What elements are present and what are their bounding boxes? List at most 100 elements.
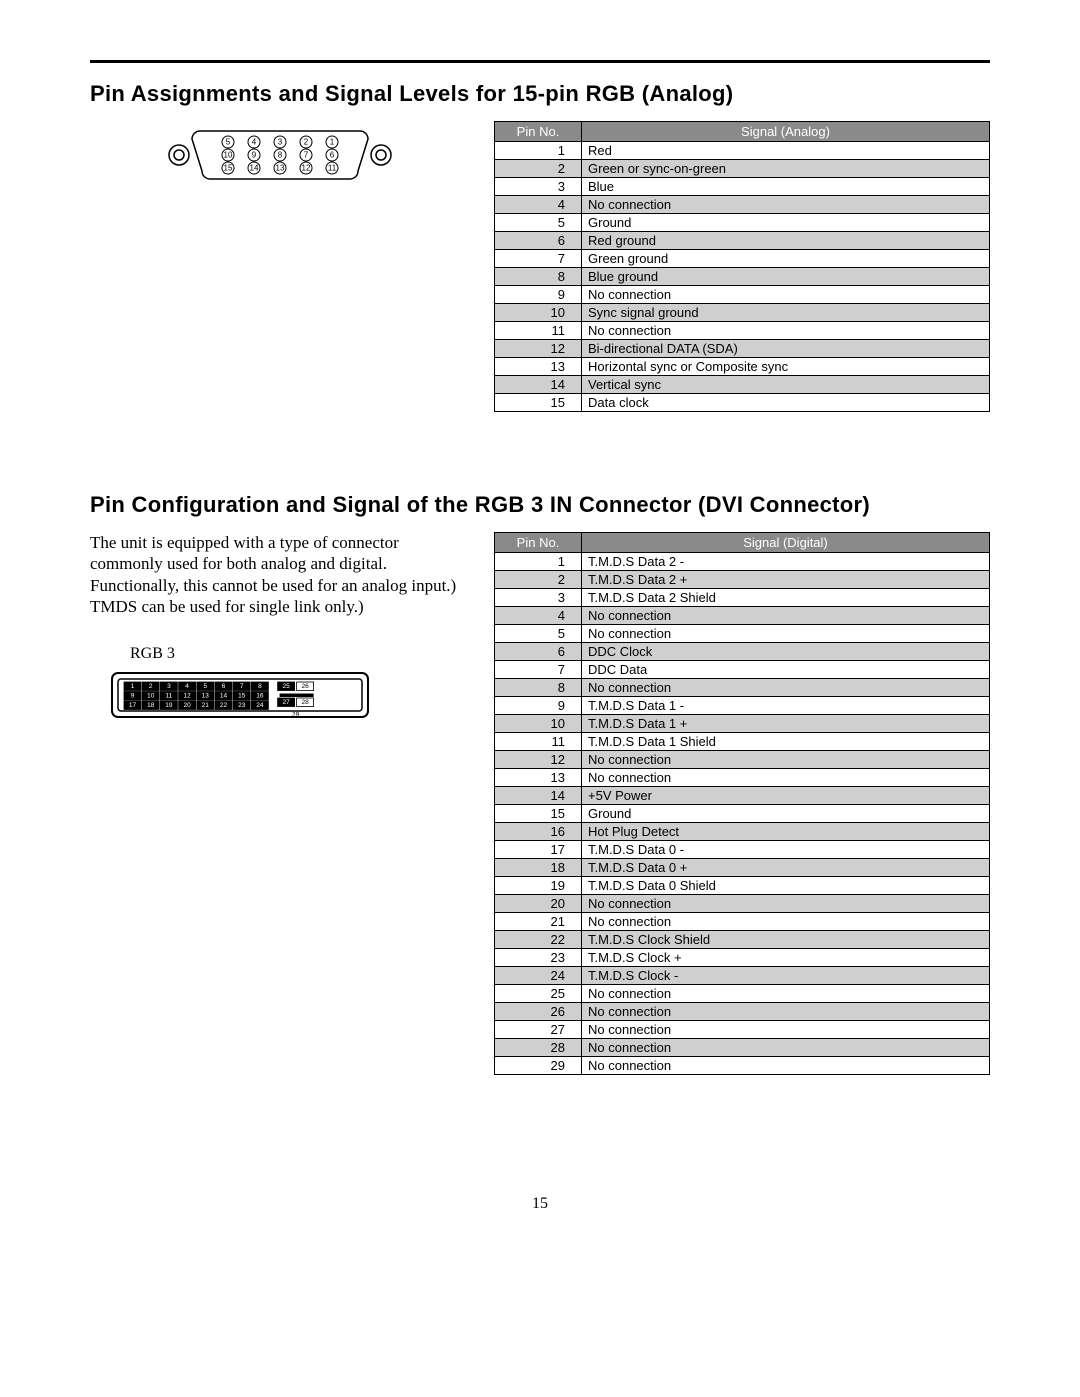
table-row: 14+5V Power (495, 787, 990, 805)
pin-number-cell: 18 (495, 859, 582, 877)
section1-diagram-col: 543211098761514131211 (90, 121, 470, 185)
signal-cell: T.M.D.S Data 1 Shield (582, 733, 990, 751)
pin-number-cell: 11 (495, 322, 582, 340)
pin-number-cell: 2 (495, 160, 582, 178)
table-row: 2Green or sync-on-green (495, 160, 990, 178)
table-row: 15Data clock (495, 394, 990, 412)
svg-text:4: 4 (185, 683, 189, 690)
signal-cell: T.M.D.S Data 2 - (582, 553, 990, 571)
svg-text:1: 1 (330, 138, 335, 147)
section1-table-col: Pin No. Signal (Analog) 1Red2Green or sy… (494, 121, 990, 412)
table-row: 20No connection (495, 895, 990, 913)
table-row: 5Ground (495, 214, 990, 232)
pin-number-cell: 15 (495, 394, 582, 412)
signal-cell: No connection (582, 751, 990, 769)
svg-text:1: 1 (131, 683, 135, 690)
pin-number-cell: 14 (495, 787, 582, 805)
signal-cell: Green or sync-on-green (582, 160, 990, 178)
svg-text:22: 22 (220, 702, 228, 709)
table-row: 10Sync signal ground (495, 304, 990, 322)
digital-pin-table: Pin No. Signal (Digital) 1T.M.D.S Data 2… (494, 532, 990, 1075)
signal-cell: T.M.D.S Data 0 Shield (582, 877, 990, 895)
signal-cell: Sync signal ground (582, 304, 990, 322)
signal-cell: Vertical sync (582, 376, 990, 394)
pin-number-cell: 13 (495, 358, 582, 376)
signal-cell: No connection (582, 1039, 990, 1057)
table-row: 8No connection (495, 679, 990, 697)
table-row: 21No connection (495, 913, 990, 931)
table-row: 16Hot Plug Detect (495, 823, 990, 841)
pin-number-cell: 22 (495, 931, 582, 949)
pin-number-cell: 4 (495, 196, 582, 214)
table-row: 24T.M.D.S Clock - (495, 967, 990, 985)
signal-cell: Blue (582, 178, 990, 196)
signal-cell: No connection (582, 985, 990, 1003)
signal-cell: Green ground (582, 250, 990, 268)
svg-text:29: 29 (292, 712, 300, 719)
svg-text:11: 11 (328, 164, 337, 173)
signal-cell: T.M.D.S Data 0 + (582, 859, 990, 877)
svg-text:10: 10 (224, 151, 233, 160)
signal-cell: Bi-directional DATA (SDA) (582, 340, 990, 358)
signal-cell: T.M.D.S Data 0 - (582, 841, 990, 859)
pin-number-cell: 9 (495, 286, 582, 304)
pin-number-cell: 17 (495, 841, 582, 859)
pin-number-cell: 3 (495, 178, 582, 196)
pin-number-cell: 23 (495, 949, 582, 967)
svg-text:18: 18 (147, 702, 155, 709)
table-row: 4No connection (495, 607, 990, 625)
signal-cell: No connection (582, 286, 990, 304)
signal-cell: No connection (582, 913, 990, 931)
svg-text:10: 10 (147, 693, 155, 700)
svg-text:15: 15 (224, 164, 233, 173)
signal-cell: Red (582, 142, 990, 160)
svg-text:24: 24 (256, 702, 264, 709)
signal-cell: No connection (582, 1057, 990, 1075)
signal-cell: Hot Plug Detect (582, 823, 990, 841)
table-row: 1T.M.D.S Data 2 - (495, 553, 990, 571)
signal-cell: No connection (582, 625, 990, 643)
table-header-pin: Pin No. (495, 533, 582, 553)
pin-number-cell: 4 (495, 607, 582, 625)
svg-text:21: 21 (202, 702, 210, 709)
svg-text:13: 13 (276, 164, 285, 173)
table-header-signal: Signal (Digital) (582, 533, 990, 553)
svg-text:28: 28 (301, 699, 309, 706)
dvi-diagram-label: RGB 3 (130, 645, 470, 663)
section2: The unit is equipped with a type of conn… (90, 532, 990, 1075)
section2-paragraphs: The unit is equipped with a type of conn… (90, 532, 470, 617)
table-header-pin: Pin No. (495, 122, 582, 142)
svg-text:23: 23 (238, 702, 246, 709)
signal-cell: No connection (582, 322, 990, 340)
signal-cell: Ground (582, 214, 990, 232)
table-row: 14Vertical sync (495, 376, 990, 394)
signal-cell: No connection (582, 1021, 990, 1039)
pin-number-cell: 6 (495, 643, 582, 661)
svg-text:12: 12 (302, 164, 311, 173)
table-row: 2T.M.D.S Data 2 + (495, 571, 990, 589)
pin-number-cell: 9 (495, 697, 582, 715)
pin-number-cell: 1 (495, 142, 582, 160)
svg-text:7: 7 (240, 683, 244, 690)
svg-text:20: 20 (183, 702, 191, 709)
table-row: 22T.M.D.S Clock Shield (495, 931, 990, 949)
table-row: 28No connection (495, 1039, 990, 1057)
signal-cell: Data clock (582, 394, 990, 412)
pin-number-cell: 2 (495, 571, 582, 589)
table-row: 12No connection (495, 751, 990, 769)
svg-text:8: 8 (278, 151, 283, 160)
svg-text:17: 17 (129, 702, 137, 709)
pin-number-cell: 24 (495, 967, 582, 985)
table-row: 7Green ground (495, 250, 990, 268)
table-row: 12Bi-directional DATA (SDA) (495, 340, 990, 358)
svg-text:6: 6 (222, 683, 226, 690)
signal-cell: T.M.D.S Data 2 Shield (582, 589, 990, 607)
table-row: 5No connection (495, 625, 990, 643)
svg-text:15: 15 (238, 693, 246, 700)
pin-number-cell: 12 (495, 751, 582, 769)
signal-cell: T.M.D.S Data 1 - (582, 697, 990, 715)
pin-number-cell: 8 (495, 268, 582, 286)
signal-cell: +5V Power (582, 787, 990, 805)
table-row: 6Red ground (495, 232, 990, 250)
table-row: 3Blue (495, 178, 990, 196)
